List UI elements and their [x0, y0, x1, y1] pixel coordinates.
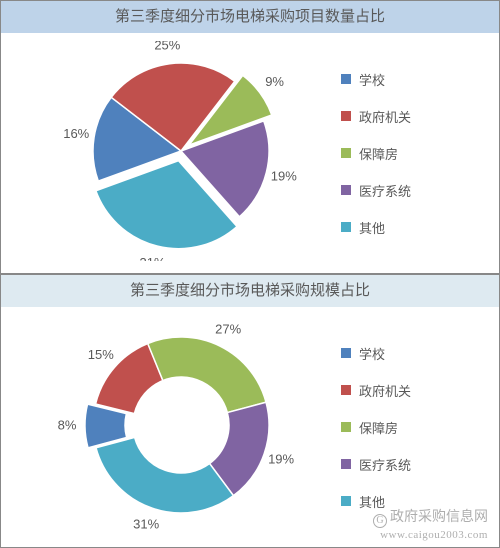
slice-label-housing: 27%: [215, 321, 241, 336]
legend-swatch-school: [341, 74, 351, 84]
legend-label-housing: 保障房: [359, 418, 398, 437]
legend-label-school: 学校: [359, 70, 385, 89]
slice-label-medical: 19%: [268, 451, 294, 466]
legend-swatch-other: [341, 496, 351, 506]
chart-panel-quantity: 第三季度细分市场电梯采购项目数量占比 16% 25% 9% 19% 31% 学校政府机关…: [0, 0, 500, 274]
legend-label-housing: 保障房: [359, 144, 398, 163]
legend-item-medical: 医疗系统: [341, 181, 487, 200]
legend-item-medical: 医疗系统: [341, 455, 487, 474]
legend-label-school: 学校: [359, 344, 385, 363]
legend-quantity: 学校政府机关保障房医疗系统其他: [341, 70, 499, 237]
legend-label-other: 其他: [359, 218, 385, 237]
legend-label-medical: 医疗系统: [359, 181, 411, 200]
legend-item-housing: 保障房: [341, 418, 487, 437]
chart-body-scale: 8%15%27%19%31% 学校政府机关保障房医疗系统其他: [1, 307, 499, 547]
donut-scale: 8%15%27%19%31%: [1, 307, 341, 547]
chart-title-quantity: 第三季度细分市场电梯采购项目数量占比: [1, 1, 499, 33]
legend-swatch-housing: [341, 422, 351, 432]
legend-item-gov: 政府机关: [341, 107, 487, 126]
slice-label-housing: 9%: [265, 74, 284, 89]
slice-other: [96, 437, 233, 513]
slice-label-gov: 25%: [154, 41, 180, 52]
legend-swatch-other: [341, 222, 351, 232]
legend-swatch-medical: [341, 185, 351, 195]
legend-swatch-school: [341, 348, 351, 358]
slice-label-gov: 15%: [88, 347, 114, 362]
legend-label-medical: 医疗系统: [359, 455, 411, 474]
legend-item-school: 学校: [341, 344, 487, 363]
legend-item-school: 学校: [341, 70, 487, 89]
legend-swatch-housing: [341, 148, 351, 158]
pie-quantity: 16% 25% 9% 19% 31%: [1, 33, 341, 273]
legend-scale: 学校政府机关保障房医疗系统其他: [341, 344, 499, 511]
legend-label-gov: 政府机关: [359, 107, 411, 126]
legend-item-other: 其他: [341, 492, 487, 511]
legend-swatch-medical: [341, 459, 351, 469]
legend-item-gov: 政府机关: [341, 381, 487, 400]
legend-item-other: 其他: [341, 218, 487, 237]
legend-label-other: 其他: [359, 492, 385, 511]
chart-title-scale: 第三季度细分市场电梯采购规模占比: [1, 275, 499, 307]
chart-body-quantity: 16% 25% 9% 19% 31% 学校政府机关保障房医疗系统其他: [1, 33, 499, 273]
legend-item-housing: 保障房: [341, 144, 487, 163]
chart-panel-scale: 第三季度细分市场电梯采购规模占比 8%15%27%19%31% 学校政府机关保障…: [0, 274, 500, 548]
legend-swatch-gov: [341, 111, 351, 121]
slice-housing: [148, 337, 266, 413]
legend-swatch-gov: [341, 385, 351, 395]
slice-label-school: 16%: [63, 126, 89, 141]
slice-label-school: 8%: [58, 418, 77, 433]
slice-label-medical: 19%: [271, 168, 297, 183]
slice-label-other: 31%: [140, 255, 166, 261]
legend-label-gov: 政府机关: [359, 381, 411, 400]
